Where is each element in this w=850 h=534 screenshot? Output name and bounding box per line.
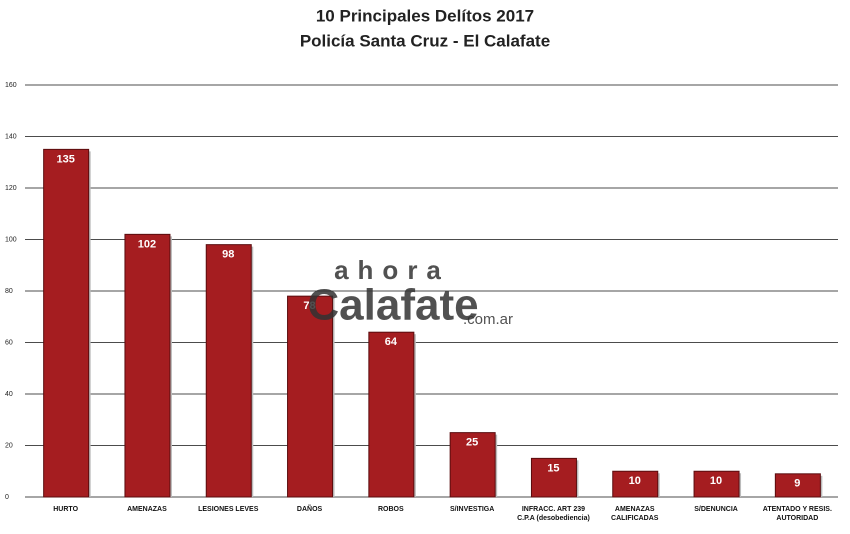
data-label: 98 (222, 249, 234, 261)
data-label: 135 (56, 153, 74, 165)
y-tick-label: 160 (5, 82, 17, 89)
data-label: 25 (466, 437, 478, 449)
x-tick-label: DAÑOS (296, 506, 323, 513)
watermark-main: Calafate (307, 281, 478, 330)
chart-subtitle: Policía Santa Cruz - El Calafate (300, 31, 550, 50)
x-tick-label: HURTO (53, 506, 79, 513)
y-tick-label: 40 (5, 391, 13, 398)
bar (612, 470, 659, 498)
x-tick-label: AMENAZAS CALIFICADAS (611, 506, 659, 522)
watermark-suffix: .com.ar (463, 311, 513, 328)
bar (530, 457, 577, 498)
y-tick-label: 140 (5, 133, 17, 140)
x-tick-label: S/DENUNCIA (694, 506, 738, 513)
bar (124, 233, 171, 498)
data-label: 102 (138, 238, 156, 250)
x-tick-label: AMENAZAS (127, 506, 167, 513)
x-tick-label: LESIONES LEVES (198, 506, 259, 513)
x-tick-label: INFRACC. ART 239 C.P.A (desobediencia) (517, 506, 590, 522)
y-tick-label: 0 (5, 494, 9, 501)
data-label: 10 (710, 475, 722, 487)
bar (205, 244, 252, 498)
x-tick-label: S/INVESTIGA (449, 506, 495, 513)
data-label: 9 (794, 478, 800, 490)
watermark-top: ahora (334, 255, 450, 285)
bar (774, 473, 821, 498)
data-label: 78 (303, 300, 315, 312)
chart-title: 10 Principales Delítos 2017 (316, 6, 534, 25)
data-label: 10 (629, 475, 641, 487)
y-tick-label: 80 (5, 288, 13, 295)
data-label: 15 (547, 462, 559, 474)
y-tick-label: 120 (5, 185, 17, 192)
y-tick-label: 20 (5, 442, 13, 449)
bar (287, 295, 334, 498)
y-tick-label: 60 (5, 339, 13, 346)
x-tick-label: ATENTADO Y RESIS. AUTORIDAD (762, 506, 832, 522)
bar (449, 432, 496, 498)
bar (368, 331, 415, 498)
x-tick-label: ROBOS (378, 506, 404, 513)
y-tick-label: 100 (5, 236, 17, 243)
data-label: 64 (385, 336, 398, 348)
bar (43, 148, 90, 498)
bar (693, 470, 740, 498)
